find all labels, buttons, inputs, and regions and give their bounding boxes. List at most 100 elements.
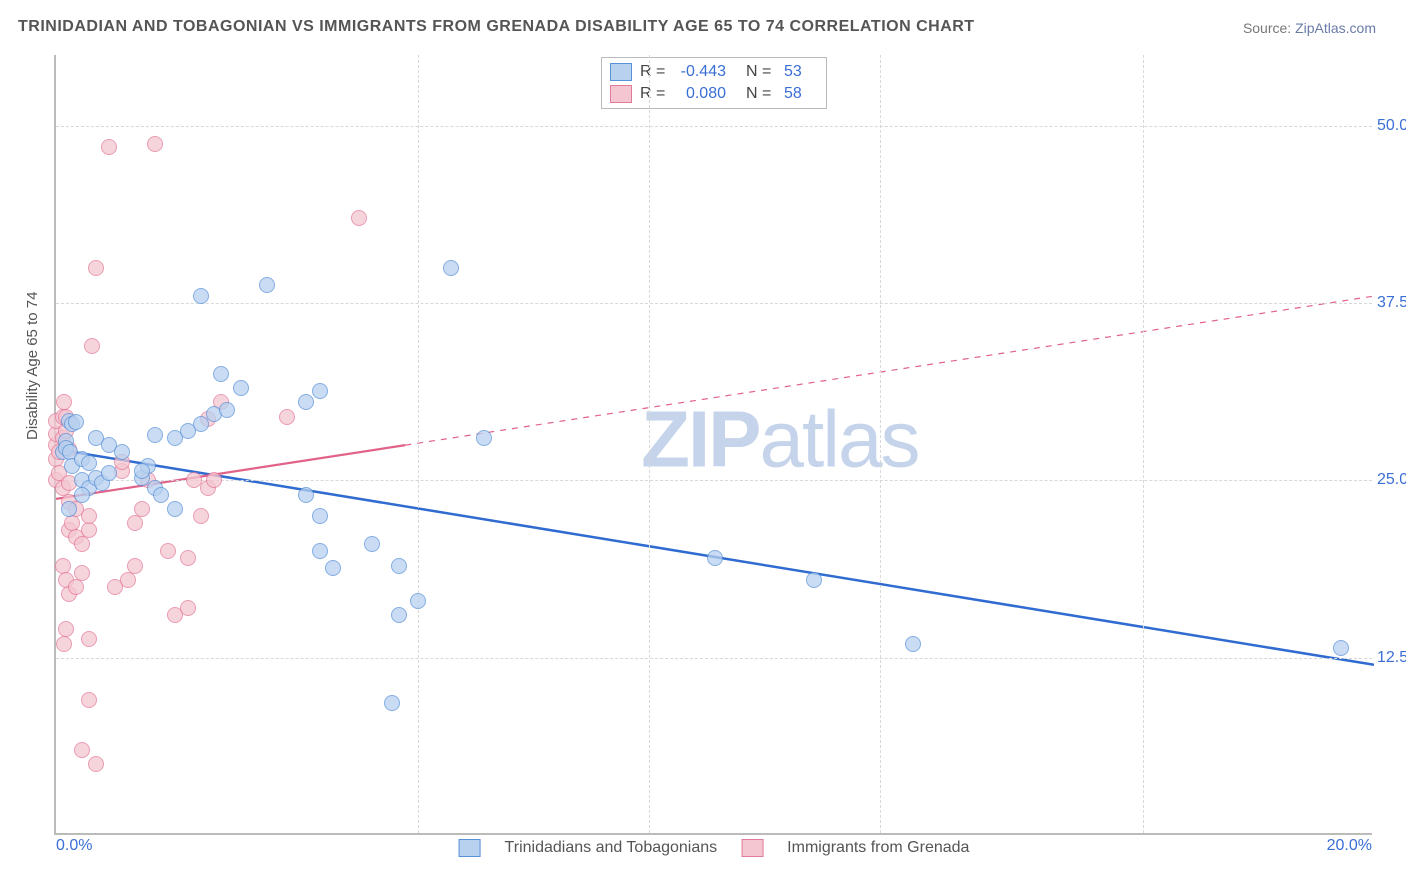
data-point (153, 487, 169, 503)
data-point (312, 508, 328, 524)
data-point (905, 636, 921, 652)
ytick-label: 37.5% (1377, 294, 1406, 312)
r-label: R = (640, 83, 670, 105)
gridline-h (56, 480, 1372, 481)
data-point (56, 636, 72, 652)
data-point (74, 742, 90, 758)
data-point (61, 501, 77, 517)
data-point (707, 550, 723, 566)
data-point (127, 515, 143, 531)
chart-title: TRINIDADIAN AND TOBAGONIAN VS IMMIGRANTS… (18, 18, 975, 36)
source-link[interactable]: ZipAtlas.com (1295, 20, 1376, 36)
xtick-label: 0.0% (56, 837, 92, 855)
swatch-series-1 (610, 85, 632, 103)
data-point (259, 277, 275, 293)
gridline-v (1143, 55, 1144, 833)
data-point (391, 607, 407, 623)
data-point (806, 572, 822, 588)
data-point (101, 139, 117, 155)
data-point (443, 260, 459, 276)
data-point (325, 560, 341, 576)
legend-swatch-0 (459, 839, 481, 857)
n-label: N = (746, 61, 776, 83)
data-point (193, 288, 209, 304)
data-point (476, 430, 492, 446)
data-point (206, 472, 222, 488)
r-label: R = (640, 61, 670, 83)
gridline-v (418, 55, 419, 833)
r-value-0: -0.443 (678, 61, 738, 83)
data-point (364, 536, 380, 552)
data-point (167, 501, 183, 517)
gridline-v (880, 55, 881, 833)
data-point (391, 558, 407, 574)
gridline-v (649, 55, 650, 833)
data-point (180, 550, 196, 566)
bottom-legend: Trinidadians and Tobagonians Immigrants … (459, 839, 970, 857)
data-point (1333, 640, 1349, 656)
data-point (81, 692, 97, 708)
data-point (233, 380, 249, 396)
n-value-1: 58 (784, 83, 814, 105)
data-point (68, 579, 84, 595)
gridline-h (56, 126, 1372, 127)
data-point (312, 543, 328, 559)
watermark-light: atlas (760, 394, 919, 483)
data-point (279, 409, 295, 425)
legend-swatch-1 (741, 839, 763, 857)
trend-line-dashed (405, 296, 1374, 445)
data-point (101, 465, 117, 481)
source-prefix: Source: (1243, 20, 1295, 36)
data-point (384, 695, 400, 711)
gridline-h (56, 658, 1372, 659)
data-point (88, 756, 104, 772)
ytick-label: 50.0% (1377, 117, 1406, 135)
data-point (58, 621, 74, 637)
ytick-label: 12.5% (1377, 649, 1406, 667)
data-point (213, 366, 229, 382)
data-point (81, 631, 97, 647)
data-point (134, 501, 150, 517)
data-point (298, 394, 314, 410)
data-point (160, 543, 176, 559)
legend-label-1: Immigrants from Grenada (787, 839, 969, 857)
gridline-h (56, 303, 1372, 304)
swatch-series-0 (610, 63, 632, 81)
data-point (81, 522, 97, 538)
data-point (147, 427, 163, 443)
n-label: N = (746, 83, 776, 105)
data-point (147, 136, 163, 152)
plot-area: ZIPatlas R = -0.443 N = 53 R = 0.080 N =… (54, 55, 1372, 835)
data-point (193, 508, 209, 524)
watermark: ZIPatlas (641, 393, 918, 485)
ytick-label: 25.0% (1377, 471, 1406, 489)
r-value-1: 0.080 (678, 83, 738, 105)
data-point (312, 383, 328, 399)
data-point (120, 572, 136, 588)
n-value-0: 53 (784, 61, 814, 83)
data-point (219, 402, 235, 418)
legend-label-0: Trinidadians and Tobagonians (505, 839, 718, 857)
data-point (74, 565, 90, 581)
data-point (74, 536, 90, 552)
data-point (410, 593, 426, 609)
xtick-label: 20.0% (1327, 837, 1372, 855)
data-point (298, 487, 314, 503)
data-point (81, 508, 97, 524)
data-point (134, 463, 150, 479)
data-point (114, 444, 130, 460)
data-point (351, 210, 367, 226)
data-point (74, 487, 90, 503)
trend-lines-svg (56, 55, 1374, 835)
y-axis-label: Disability Age 65 to 74 (24, 292, 41, 440)
data-point (84, 338, 100, 354)
data-point (127, 558, 143, 574)
data-point (68, 414, 84, 430)
data-point (88, 260, 104, 276)
stats-row-series-0: R = -0.443 N = 53 (610, 61, 814, 83)
data-point (180, 600, 196, 616)
source-attribution: Source: ZipAtlas.com (1243, 20, 1376, 36)
watermark-bold: ZIP (641, 394, 759, 483)
stats-row-series-1: R = 0.080 N = 58 (610, 83, 814, 105)
stats-legend: R = -0.443 N = 53 R = 0.080 N = 58 (601, 57, 827, 109)
